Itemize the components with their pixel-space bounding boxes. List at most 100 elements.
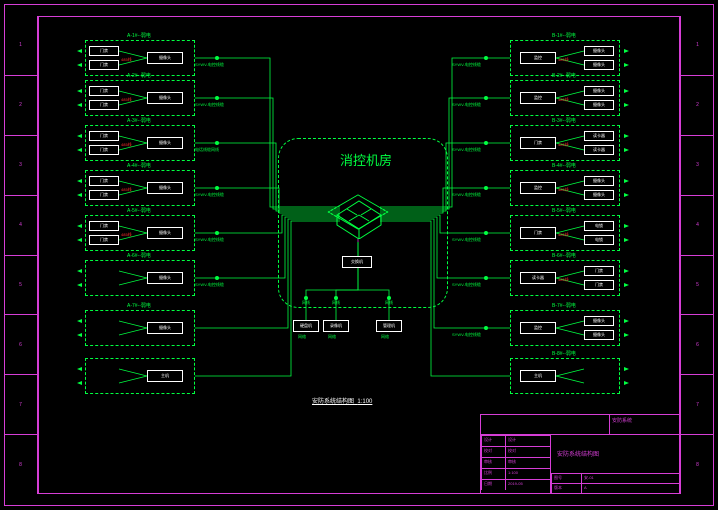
right-red-1: 485线: [558, 97, 569, 103]
right-arr2-1: [624, 103, 629, 107]
left-cable-2: 电话线缆网线: [195, 147, 219, 153]
right-dev2b-1: 摄像头: [584, 100, 614, 110]
left-node-header-1: A-2#--弱电: [127, 72, 151, 79]
right-dot-0: [484, 56, 488, 60]
right-dev2b-5: 门禁: [584, 280, 614, 290]
right-arr2-3: [624, 193, 629, 197]
left-dev1-4: 摄像头: [147, 227, 183, 239]
left-dev2b-0: 门禁: [89, 60, 119, 70]
left-cable-1: SYWV-电控线缆: [195, 102, 224, 108]
right-arr1-7: [624, 367, 629, 371]
titleblock: 安防系统 设计设计 校对校对 审核审核 比例1:100 日期2019-05 安防…: [480, 414, 680, 494]
right-arr2-0: [624, 63, 629, 67]
right-dev2b-0: 摄像头: [584, 60, 614, 70]
ctr-wire-1: 网线: [332, 300, 340, 306]
center-device-2: 管理机: [376, 320, 402, 332]
left-dev2b-1: 门禁: [89, 100, 119, 110]
left-dev2-2: 门禁: [89, 131, 119, 141]
left-dev2-4: 门禁: [89, 221, 119, 231]
right-arr1-4: [624, 224, 629, 228]
right-node-header-5: B-6#--弱电: [552, 252, 576, 259]
right-node-header-0: B-1#--弱电: [552, 32, 576, 39]
right-dev2-3: 摄像头: [584, 176, 614, 186]
left-node-header-2: A-3#--弱电: [127, 117, 151, 124]
right-arr2-6: [624, 333, 629, 337]
right-arr1-0: [624, 49, 629, 53]
left-arr2-2: [77, 148, 82, 152]
center-device-0: 硬盘机: [293, 320, 319, 332]
right-dev2-0: 摄像头: [584, 46, 614, 56]
left-dev2b-3: 门禁: [89, 190, 119, 200]
left-dev2b-2: 门禁: [89, 145, 119, 155]
right-cable-5: SYWV-电控线缆: [452, 282, 481, 288]
right-arr2-7: [624, 381, 629, 385]
right-dot-5: [484, 276, 488, 280]
right-dev2b-3: 摄像头: [584, 190, 614, 200]
left-dev1-2: 摄像头: [147, 137, 183, 149]
left-arr2-4: [77, 238, 82, 242]
hub-icon: [335, 195, 385, 229]
dev-tag-0: 网络: [298, 334, 306, 340]
dev-tag-2: 网络: [381, 334, 389, 340]
right-arr1-2: [624, 134, 629, 138]
right-arr2-4: [624, 238, 629, 242]
figure-title: 安防系统结构图 1:100: [312, 396, 372, 405]
right-dev2b-6: 摄像头: [584, 330, 614, 340]
right-arr1-3: [624, 179, 629, 183]
left-arr2-6: [77, 333, 82, 337]
left-arr1-3: [77, 179, 82, 183]
right-dot-2: [484, 141, 488, 145]
right-dev2-2: 读卡器: [584, 131, 614, 141]
left-dev1-0: 摄像头: [147, 52, 183, 64]
left-red-1: 485线: [121, 97, 132, 103]
right-dot-1: [484, 96, 488, 100]
right-dev1-2: 门禁: [520, 137, 556, 149]
right-red-0: 485线: [558, 57, 569, 63]
right-node-header-1: B-2#--弱电: [552, 72, 576, 79]
left-dev2-1: 门禁: [89, 86, 119, 96]
right-dev1-5: 读卡器: [520, 272, 556, 284]
left-dot-1: [215, 96, 219, 100]
left-arr1-4: [77, 224, 82, 228]
ctr-wire-2: 网线: [385, 300, 393, 306]
right-arr1-1: [624, 89, 629, 93]
left-node-header-5: A-6#--弱电: [127, 252, 151, 259]
right-cable-3: SYWV-电控线缆: [452, 192, 481, 198]
left-dot-0: [215, 56, 219, 60]
right-dot-6: [484, 326, 488, 330]
right-dev2-4: 电锁: [584, 221, 614, 231]
left-cable-0: SYWV-电控线缆: [195, 62, 224, 68]
left-arr2-5: [77, 283, 82, 287]
right-dev1-3: 监控: [520, 182, 556, 194]
right-red-3: 485线: [558, 187, 569, 193]
right-cable-4: SYWV-电控线缆: [452, 237, 481, 243]
right-node-header-3: B-4#--弱电: [552, 162, 576, 169]
left-arr2-1: [77, 103, 82, 107]
right-dev2-5: 门禁: [584, 266, 614, 276]
left-red-0: 485线: [121, 57, 132, 63]
right-cable-6: SYWV-电控线缆: [452, 332, 481, 338]
right-dot-4: [484, 231, 488, 235]
left-cable-3: SYWV-电控线缆: [195, 192, 224, 198]
left-dev1-5: 摄像头: [147, 272, 183, 284]
right-dev2-6: 摄像头: [584, 316, 614, 326]
left-arr2-3: [77, 193, 82, 197]
left-node-header-6: A-7#--弱电: [127, 302, 151, 309]
right-dev1-4: 门禁: [520, 227, 556, 239]
right-cable-2: SYWV-电控线缆: [452, 147, 481, 153]
right-red-4: 485线: [558, 232, 569, 238]
left-dev2-3: 门禁: [89, 176, 119, 186]
left-node-header-4: A-5#--弱电: [127, 207, 151, 214]
right-cable-0: SYWV-电控线缆: [452, 62, 481, 68]
left-node-header-3: A-4#--弱电: [127, 162, 151, 169]
left-red-2: 485线: [121, 142, 132, 148]
dev-tag-1: 网络: [328, 334, 336, 340]
left-cable-4: SYWV-电控线缆: [195, 237, 224, 243]
left-arr2-0: [77, 63, 82, 67]
right-dev2b-2: 读卡器: [584, 145, 614, 155]
left-dot-3: [215, 186, 219, 190]
left-dev2-0: 门禁: [89, 46, 119, 56]
left-dev1-7: 主机: [147, 370, 183, 382]
left-arr1-5: [77, 269, 82, 273]
right-dev1-6: 监控: [520, 322, 556, 334]
